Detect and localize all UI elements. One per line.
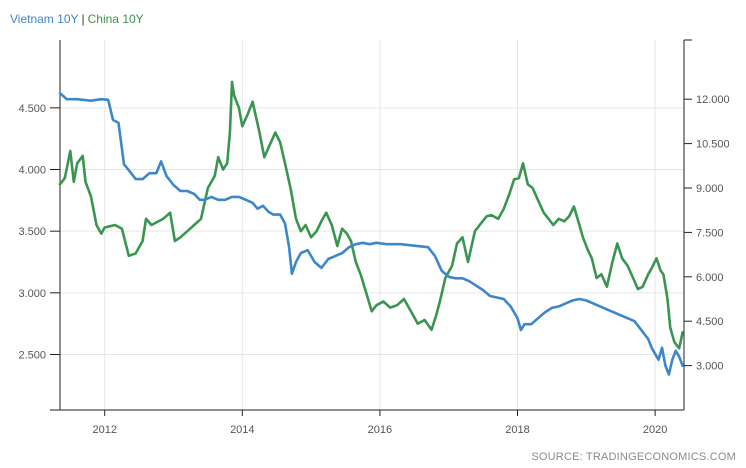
horizontal-gridlines (60, 107, 684, 355)
left-axis-tick-label: 3.500 (18, 226, 46, 238)
right-axis-tick-label: 10.500 (696, 139, 730, 151)
right-axis-tick-label: 9.000 (696, 183, 724, 195)
x-axis-tick-label: 2012 (92, 424, 116, 436)
chart-legend: Vietnam 10Y | China 10Y (10, 12, 144, 26)
right-axis-tick-label: 4.500 (696, 316, 724, 328)
right-axis-tick-label: 6.000 (696, 272, 724, 284)
right-axis-tick-label: 12.000 (696, 94, 730, 106)
legend-item-china[interactable]: China 10Y (87, 12, 144, 26)
left-axis-tick-label: 4.500 (18, 103, 46, 115)
x-axis-tick-label: 2014 (230, 424, 254, 436)
left-axis-tick-label: 2.500 (18, 350, 46, 362)
series-line-china-10y (58, 80, 684, 350)
chart-axes (50, 39, 692, 416)
x-axis-tick-label: 2016 (368, 424, 392, 436)
legend-separator: | (81, 12, 85, 26)
left-axis-tick-label: 3.000 (18, 288, 46, 300)
x-axis-tick-label: 2018 (505, 424, 529, 436)
tick-labels: 2.500 3.000 3.500 4.000 4.500 2012 2014 2016 201… (18, 94, 729, 436)
vertical-gridlines (104, 40, 656, 410)
series-layer (58, 80, 684, 376)
right-axis-tick-label: 3.000 (696, 361, 724, 373)
legend-item-vietnam[interactable]: Vietnam 10Y (10, 12, 79, 26)
series-line-vietnam-10y (58, 92, 684, 376)
source-attribution[interactable]: SOURCE: TRADINGECONOMICS.COM (531, 451, 736, 463)
right-axis-tick-label: 7.500 (696, 227, 724, 239)
x-axis-tick-label: 2020 (643, 424, 667, 436)
left-axis-tick-label: 4.000 (18, 165, 46, 177)
